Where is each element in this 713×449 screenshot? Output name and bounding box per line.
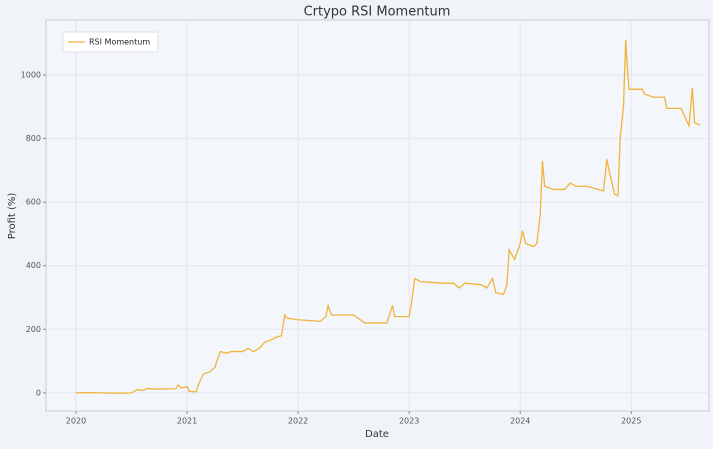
x-axis-label: Date [365,429,389,440]
y-tick-label: 1000 [21,70,41,79]
chart-title: Crtypo RSI Momentum [304,5,451,20]
legend-label: RSI Momentum [89,38,150,47]
y-tick-label: 200 [26,325,41,334]
x-tick-label: 2021 [177,417,197,426]
plot-area [45,19,710,412]
x-tick-label: 2022 [288,417,308,426]
x-tick-label: 2023 [399,417,419,426]
y-tick-label: 800 [26,134,41,143]
legend-box [62,31,159,53]
y-tick-label: 0 [36,388,41,397]
y-tick-label: 400 [26,261,41,270]
x-tick-label: 2024 [510,417,530,426]
x-tick-label: 2020 [66,417,86,426]
x-tick-label: 2025 [621,417,641,426]
y-tick-label: 600 [26,198,41,207]
line-series [75,39,701,394]
y-axis-label: Profit (%) [7,193,18,240]
